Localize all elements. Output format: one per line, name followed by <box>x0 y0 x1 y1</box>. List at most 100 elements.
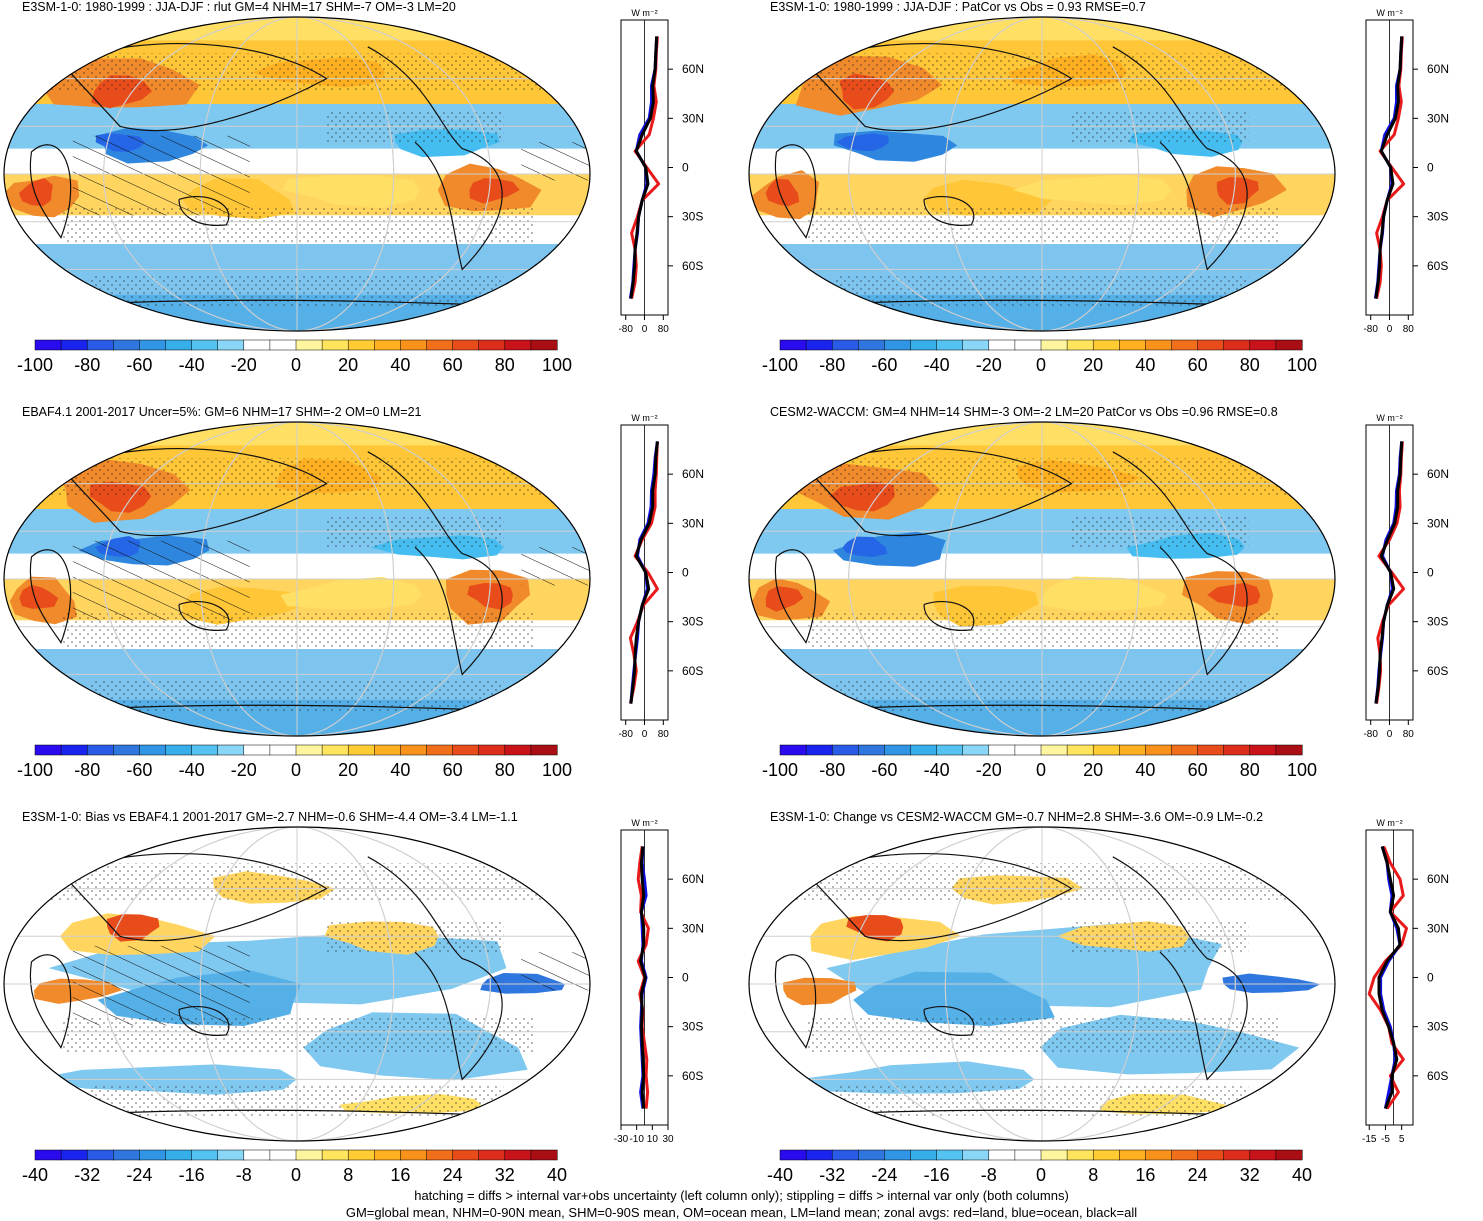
zonal-y-tick-label: 60S <box>682 259 703 273</box>
map-contour-region <box>469 178 520 204</box>
zonal-x-tick-label: 0 <box>642 324 648 335</box>
colorbar-box <box>858 1149 885 1161</box>
colorbar-box <box>530 339 558 351</box>
world-map <box>3 16 591 332</box>
colorbar-box <box>1092 1149 1120 1161</box>
colorbar-box <box>936 339 964 351</box>
colorbar-box <box>374 1149 401 1161</box>
colorbar-box <box>884 1149 912 1161</box>
colorbar-tick-label: -100 <box>17 355 53 375</box>
zonal-all-line <box>1377 845 1402 1110</box>
zonal-y-tick-label: 30N <box>1427 516 1449 530</box>
longitude-line <box>848 17 1236 331</box>
colorbar-box <box>191 339 219 351</box>
coastline <box>923 195 975 226</box>
zonal-x-tick-label: 80 <box>1403 324 1415 335</box>
colorbar-box <box>165 744 193 756</box>
colorbar-box <box>295 744 323 756</box>
colorbar-tick-label: 80 <box>495 355 515 375</box>
zonal-y-tick-label: 60N <box>682 467 704 481</box>
colorbar-tick-label: -32 <box>819 1165 845 1185</box>
colorbar-box <box>1171 339 1199 351</box>
colorbar-box <box>86 1149 114 1161</box>
coastline <box>29 954 72 1049</box>
colorbar-tick-label: -60 <box>126 355 152 375</box>
map-contour-region <box>1216 177 1259 205</box>
map-border <box>3 826 591 1142</box>
colorbar-box <box>988 1149 1016 1161</box>
colorbar-box <box>530 1149 558 1161</box>
colorbar-tick-label: 40 <box>1292 1165 1312 1185</box>
zonal-y-tick-label: 60N <box>1427 467 1449 481</box>
colorbar-tick-label: 0 <box>291 760 301 780</box>
panel-title: EBAF4.1 2001-2017 Uncer=5%: GM=6 NHM=17 … <box>22 405 422 419</box>
colorbar-tick-label: -60 <box>871 760 897 780</box>
colorbar-tick-label: -40 <box>179 760 205 780</box>
colorbar-tick-label: 80 <box>1240 355 1260 375</box>
colorbar-tick-label: 0 <box>1036 1165 1046 1185</box>
coastline <box>178 600 230 631</box>
colorbar-box <box>884 339 912 351</box>
colorbar-box <box>113 339 140 351</box>
colorbar-tick-label: -80 <box>74 355 100 375</box>
coastline <box>59 42 328 132</box>
coastline <box>59 447 328 537</box>
zonal-units: W m⁻² <box>1376 8 1402 18</box>
colorbar-box <box>1197 339 1225 351</box>
coastline <box>178 1005 230 1036</box>
colorbar-tick-label: -60 <box>871 355 897 375</box>
colorbar-box <box>113 1149 140 1161</box>
colorbar-box <box>1066 1149 1094 1161</box>
zonal-units: W m⁻² <box>631 818 657 828</box>
colorbar-tick-label: 80 <box>495 760 515 780</box>
zonal-x-tick-label: -10 <box>629 1134 644 1145</box>
colorbar-box <box>1197 744 1225 756</box>
zonal-y-tick-label: 0 <box>682 161 689 175</box>
panel-title: E3SM-1-0: 1980-1999 : JJA-DJF : PatCor v… <box>770 0 1146 14</box>
colorbar-box <box>1066 744 1094 756</box>
coastline <box>367 856 503 1081</box>
longitude-line <box>848 422 1236 736</box>
colorbar-box <box>269 339 297 351</box>
panel-title: E3SM-1-0: Change vs CESM2-WACCM GM=-0.7 … <box>770 810 1264 824</box>
zonal-y-tick-label: 0 <box>1427 566 1434 580</box>
zonal-y-tick-label: 60N <box>1427 62 1449 76</box>
colorbar-tick-label: 60 <box>443 355 463 375</box>
coastline <box>178 195 230 226</box>
coastline <box>774 954 817 1049</box>
colorbar-box <box>347 339 375 351</box>
colorbar-tick-label: 20 <box>1083 760 1103 780</box>
zonal-y-tick-label: 60S <box>682 1069 703 1083</box>
colorbar-tick-label: -20 <box>976 760 1002 780</box>
colorbar-box <box>1171 744 1199 756</box>
map-contour-region <box>765 179 800 207</box>
zonal-y-tick-label: 30N <box>682 111 704 125</box>
colorbar-box <box>988 339 1016 351</box>
map-contour-region <box>836 133 889 152</box>
zonal-average-plot: W m⁻² -80 0 80 60N 30N 0 30S 60S <box>1363 8 1449 335</box>
colorbar-tick-label: 60 <box>443 760 463 780</box>
world-map <box>748 16 1336 332</box>
colorbar-tick-label: 32 <box>495 1165 515 1185</box>
colorbar-box <box>374 744 401 756</box>
coastline <box>367 46 503 271</box>
zonal-x-tick-label: 80 <box>1403 729 1415 740</box>
zonal-y-tick-label: 30S <box>682 210 703 224</box>
zonal-all-line <box>639 846 647 1109</box>
colorbar-tick-label: 100 <box>542 760 572 780</box>
zonal-y-tick-label: 30S <box>682 615 703 629</box>
colorbar-box <box>321 1149 349 1161</box>
colorbar-box <box>831 339 859 351</box>
colorbar-box <box>60 339 88 351</box>
zonal-y-tick-label: 60S <box>1427 1069 1448 1083</box>
colorbar-box <box>139 339 167 351</box>
colorbar-box <box>1014 1149 1042 1161</box>
colorbar-tick-label: 16 <box>390 1165 410 1185</box>
map-contour-region <box>282 175 420 209</box>
colorbar-box <box>243 339 271 351</box>
zonal-all-line <box>629 36 659 299</box>
colorbar-box <box>269 1149 297 1161</box>
colorbar-tick-label: 20 <box>338 355 358 375</box>
colorbar: -40 -32 -24 -16 -8 0 8 16 24 32 40 <box>22 1149 567 1185</box>
colorbar-box <box>779 744 807 756</box>
